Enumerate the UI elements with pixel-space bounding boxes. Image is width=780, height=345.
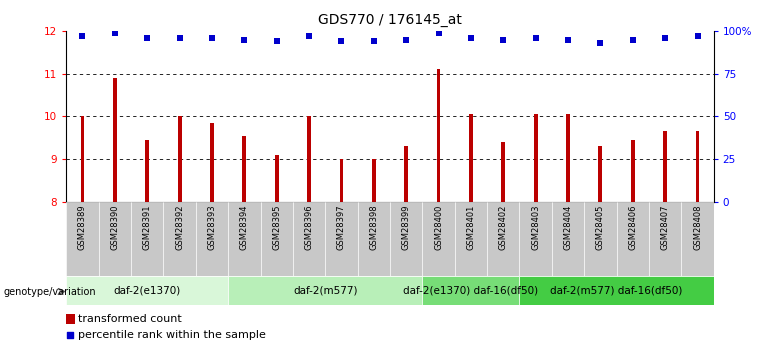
Title: GDS770 / 176145_at: GDS770 / 176145_at (318, 13, 462, 27)
Bar (372, 159, 376, 202)
Bar (682, 202, 714, 276)
Bar (519, 202, 552, 276)
Text: GSM28394: GSM28394 (239, 205, 249, 250)
Bar (66, 314, 75, 324)
Text: GSM28390: GSM28390 (110, 205, 119, 250)
Text: GSM28401: GSM28401 (466, 205, 476, 250)
Text: daf-2(e1370): daf-2(e1370) (114, 286, 181, 296)
Text: transformed count: transformed count (78, 314, 182, 324)
Point (562, 37, 574, 42)
Text: GSM28405: GSM28405 (596, 205, 605, 250)
Bar (423, 202, 455, 276)
Bar (437, 69, 441, 202)
Bar (404, 146, 408, 202)
Point (530, 35, 542, 41)
Text: percentile rank within the sample: percentile rank within the sample (78, 330, 266, 340)
Text: GSM28395: GSM28395 (272, 205, 282, 250)
Point (400, 37, 413, 42)
Bar (164, 202, 196, 276)
Text: GSM28403: GSM28403 (531, 205, 541, 250)
Text: GSM28399: GSM28399 (402, 205, 411, 250)
Bar (113, 78, 117, 202)
Point (76, 33, 89, 39)
Text: daf-2(m577): daf-2(m577) (293, 286, 357, 296)
Text: GSM28397: GSM28397 (337, 205, 346, 250)
Bar (196, 202, 229, 276)
Bar (210, 123, 214, 202)
Bar (598, 146, 602, 202)
Point (206, 35, 218, 41)
Text: GSM28398: GSM28398 (369, 205, 378, 250)
Text: GSM28389: GSM28389 (78, 205, 87, 250)
Text: GSM28406: GSM28406 (628, 205, 637, 250)
Point (432, 30, 445, 36)
Bar (487, 202, 519, 276)
Bar (469, 114, 473, 202)
Text: GSM28392: GSM28392 (175, 205, 184, 250)
Bar (584, 202, 617, 276)
Bar (229, 276, 423, 305)
Text: GSM28404: GSM28404 (563, 205, 573, 250)
Bar (293, 202, 325, 276)
Bar (261, 202, 293, 276)
Point (173, 35, 186, 41)
Text: genotype/variation: genotype/variation (4, 287, 97, 296)
Point (141, 35, 154, 41)
Bar (502, 142, 505, 202)
Point (465, 35, 477, 41)
Bar (390, 202, 423, 276)
Point (238, 37, 250, 42)
Bar (617, 202, 649, 276)
Point (594, 40, 607, 46)
Text: GSM28402: GSM28402 (498, 205, 508, 250)
Bar (307, 117, 311, 202)
Point (108, 30, 121, 36)
Bar (649, 202, 682, 276)
Bar (178, 117, 182, 202)
Point (497, 37, 509, 42)
Bar (423, 276, 519, 305)
Bar (358, 202, 390, 276)
Bar (339, 159, 343, 202)
Bar (631, 140, 635, 202)
Bar (325, 202, 358, 276)
Bar (66, 202, 99, 276)
Point (64, 332, 76, 337)
Bar (229, 202, 261, 276)
Bar (131, 202, 164, 276)
Point (626, 37, 639, 42)
Text: daf-2(m577) daf-16(df50): daf-2(m577) daf-16(df50) (551, 286, 682, 296)
Text: GSM28400: GSM28400 (434, 205, 443, 250)
Bar (275, 155, 278, 202)
Point (303, 33, 315, 39)
Bar (80, 117, 84, 202)
Bar (66, 276, 229, 305)
Bar (696, 131, 700, 202)
Text: GSM28407: GSM28407 (661, 205, 670, 250)
Bar (145, 140, 149, 202)
Text: GSM28391: GSM28391 (143, 205, 152, 250)
Bar (243, 136, 246, 202)
Point (691, 33, 704, 39)
Bar (99, 202, 131, 276)
Bar (552, 202, 584, 276)
Text: daf-2(e1370) daf-16(df50): daf-2(e1370) daf-16(df50) (403, 286, 538, 296)
Text: GSM28393: GSM28393 (207, 205, 217, 250)
Bar (519, 276, 714, 305)
Bar (663, 131, 667, 202)
Point (271, 39, 283, 44)
Point (335, 39, 348, 44)
Bar (455, 202, 487, 276)
Bar (534, 114, 537, 202)
Point (367, 39, 380, 44)
Text: GSM28408: GSM28408 (693, 205, 702, 250)
Text: GSM28396: GSM28396 (304, 205, 314, 250)
Bar (566, 114, 570, 202)
Point (659, 35, 672, 41)
